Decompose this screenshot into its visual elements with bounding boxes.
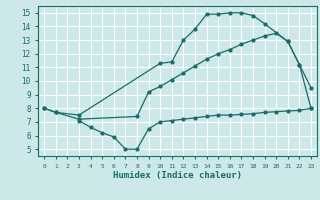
X-axis label: Humidex (Indice chaleur): Humidex (Indice chaleur)	[113, 171, 242, 180]
